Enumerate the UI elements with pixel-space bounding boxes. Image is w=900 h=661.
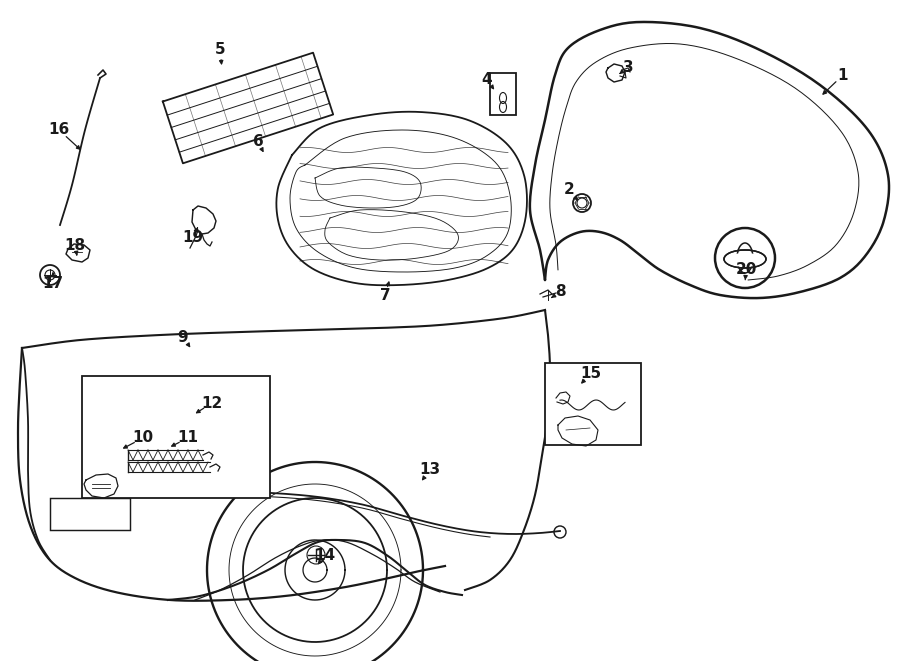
Text: 2: 2 <box>563 182 574 198</box>
Text: 17: 17 <box>42 276 64 290</box>
Text: 19: 19 <box>183 229 203 245</box>
Bar <box>545 363 641 445</box>
Text: 10: 10 <box>132 430 154 446</box>
Text: 6: 6 <box>253 134 264 149</box>
Bar <box>50 498 130 530</box>
Text: 4: 4 <box>482 73 492 87</box>
Text: 15: 15 <box>580 366 601 381</box>
Text: 16: 16 <box>49 122 69 137</box>
Text: 13: 13 <box>419 463 441 477</box>
Text: 5: 5 <box>215 42 225 58</box>
Bar <box>490 73 516 115</box>
Text: 8: 8 <box>554 284 565 299</box>
Text: 1: 1 <box>838 67 848 83</box>
Text: 14: 14 <box>314 547 336 563</box>
Text: 20: 20 <box>735 262 757 278</box>
Text: 11: 11 <box>177 430 199 446</box>
Text: 3: 3 <box>623 59 634 75</box>
Text: 12: 12 <box>202 395 222 410</box>
Bar <box>82 376 270 498</box>
Text: 7: 7 <box>380 288 391 303</box>
Text: 9: 9 <box>177 329 188 344</box>
Ellipse shape <box>725 253 765 267</box>
Text: 18: 18 <box>65 237 86 253</box>
